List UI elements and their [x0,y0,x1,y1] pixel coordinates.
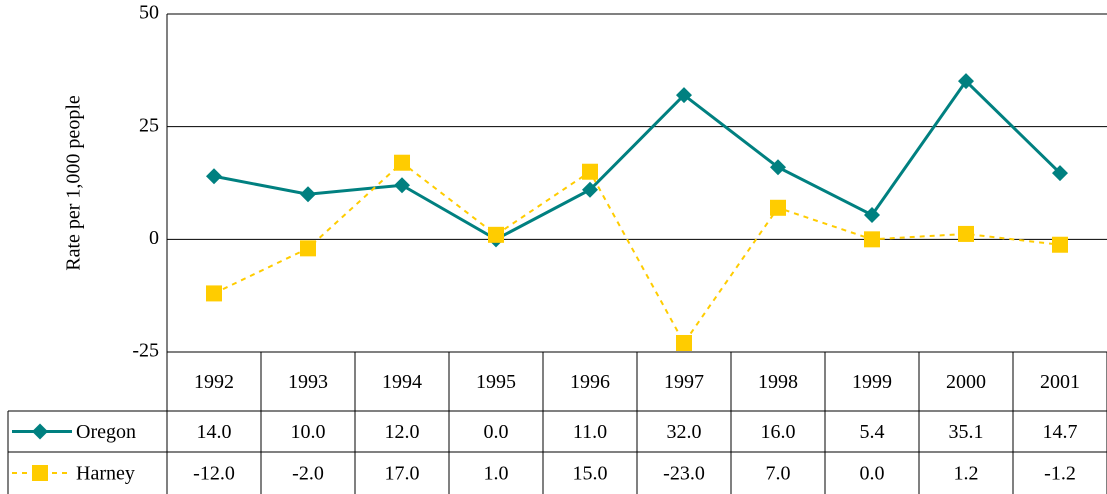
table-cell: 15.0 [573,463,608,485]
table-cell: -2.0 [292,463,324,485]
table-cell: 14.7 [1043,421,1078,443]
table-cell: 35.1 [949,421,984,443]
y-tick-label: 50 [139,2,159,24]
point-marker [206,285,222,302]
legend-marker [32,423,48,440]
x-tick-label: 2000 [946,371,986,393]
point-marker [770,159,786,176]
point-marker [676,87,692,104]
table-cell: -1.2 [1044,463,1076,485]
table-cell: 10.0 [291,421,326,443]
series-line [213,78,1062,242]
x-tick-label: 1994 [382,371,422,393]
point-marker [676,334,692,351]
point-marker [958,225,974,242]
point-marker [206,168,222,185]
x-tick-label: 1996 [570,371,610,393]
point-marker [582,163,598,180]
table-cell: 32.0 [667,421,702,443]
point-marker [300,240,316,257]
point-marker [1052,236,1068,253]
point-marker [958,73,974,90]
x-tick-label: 1993 [288,371,328,393]
y-tick-label: 0 [149,227,159,249]
table-cell: 5.4 [860,421,885,443]
legend-label: Harney [76,463,135,485]
point-marker [864,231,880,248]
y-tick-label: -25 [132,340,159,362]
table-cell: 0.0 [484,421,509,443]
table-cell: 7.0 [766,463,791,485]
x-tick-label: 1995 [476,371,516,393]
table-cell: -12.0 [193,463,235,485]
point-marker [1052,165,1068,182]
point-marker [488,226,504,243]
x-tick-label: 2001 [1040,371,1080,393]
table-cell: 12.0 [385,421,420,443]
table-cell: 17.0 [385,463,420,485]
table-cell: -23.0 [663,463,705,485]
point-marker [394,177,410,194]
table-cell: 14.0 [197,421,232,443]
table-cell: 16.0 [761,421,796,443]
x-tick-label: 1992 [194,371,234,393]
table-cell: 1.2 [954,463,979,485]
y-axis-label: Rate per 1,000 people [63,95,85,271]
point-marker [394,154,410,171]
table-cell: 1.0 [484,463,509,485]
point-marker [582,181,598,198]
legend-marker [32,465,48,481]
point-marker [770,199,786,216]
legend-label: Oregon [76,421,136,443]
point-marker [864,206,880,223]
x-tick-label: 1997 [664,371,704,393]
table-cell: 0.0 [860,463,885,485]
point-marker [300,186,316,203]
y-tick-label: 25 [139,114,159,136]
x-tick-label: 1998 [758,371,798,393]
series-line [213,161,1061,345]
x-tick-label: 1999 [852,371,892,393]
table-cell: 11.0 [573,421,607,443]
